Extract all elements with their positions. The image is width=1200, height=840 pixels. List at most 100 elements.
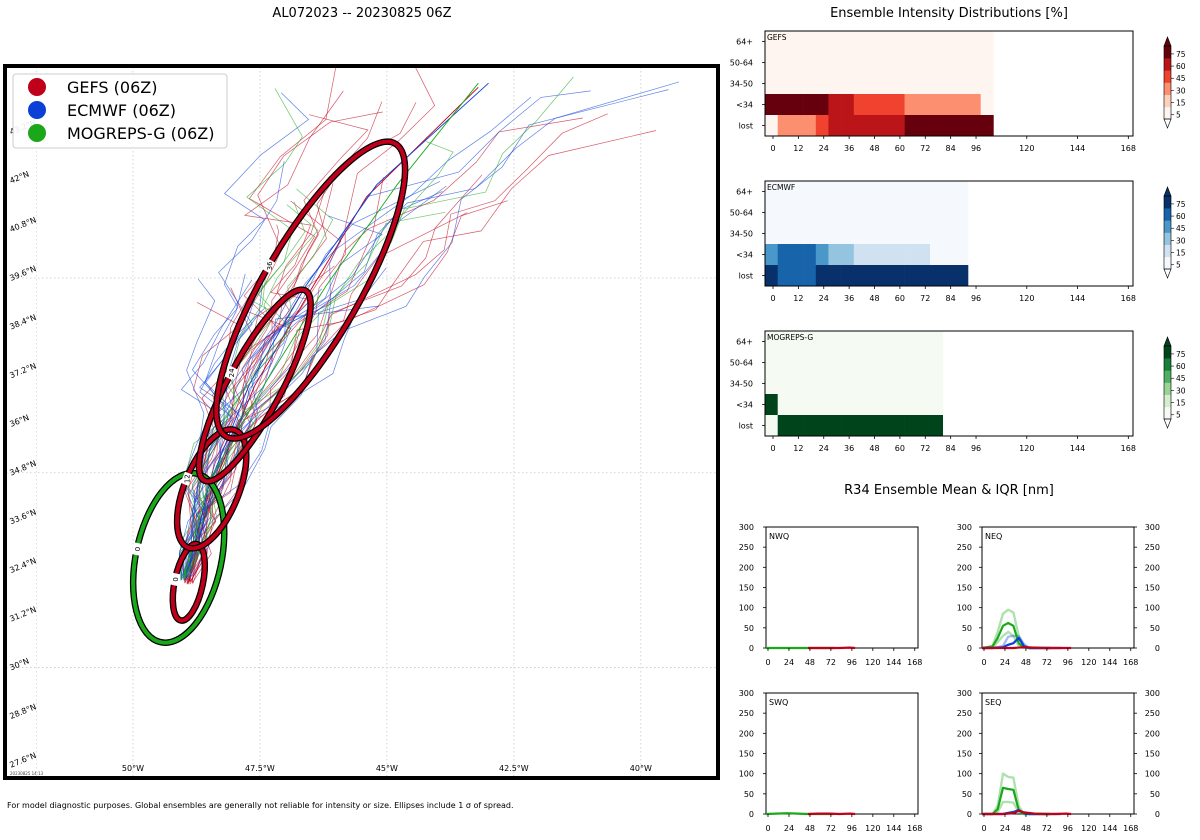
legend-marker-gefs <box>28 78 46 96</box>
x-tick-label: 96 <box>971 444 981 453</box>
x-tick-label: 48 <box>869 294 879 303</box>
heatmap-cell <box>879 94 893 116</box>
y-tick-label: 64+ <box>736 38 753 47</box>
heatmap-cell <box>841 202 855 224</box>
heatmap-cell <box>815 352 829 374</box>
heatmap-cell <box>853 94 867 116</box>
heatmap-cell <box>917 202 931 224</box>
colorbar-segment <box>1164 82 1171 95</box>
heatmap-cell <box>790 331 804 353</box>
x-tick-label: 48 <box>869 444 879 453</box>
heatmap-cell <box>841 352 855 374</box>
heatmap-cell <box>803 202 817 224</box>
heatmap-cell <box>879 73 893 95</box>
mean-track-ecmwf <box>185 82 489 579</box>
ellipse-hour-label: 12 <box>183 474 191 483</box>
y-tick-label: 200 <box>739 729 754 738</box>
colorbar-segment <box>1164 394 1171 408</box>
map-gridlines <box>6 67 717 777</box>
x-tick-label: 72 <box>826 658 836 667</box>
heatmap-cell <box>879 415 893 437</box>
heatmap-cell <box>980 52 994 74</box>
heatmap-cell <box>841 115 855 137</box>
heatmap-cell <box>917 265 931 287</box>
heatmap-cell <box>917 52 931 74</box>
heatmap-cell <box>828 73 842 95</box>
heatmap-cell <box>904 115 918 137</box>
spread-ellipse-gefs: 36 <box>213 138 409 442</box>
y-tick-label: 34-50 <box>730 380 753 389</box>
heatmap-cell <box>891 52 905 74</box>
x-tick-label: 96 <box>971 144 981 153</box>
y-tick-label: 50 <box>744 790 754 799</box>
y-tick-label: 200 <box>1145 563 1160 572</box>
heatmap-cell <box>904 394 918 416</box>
x-tick-label: 96 <box>1063 658 1073 667</box>
heatmap-cell <box>777 244 791 266</box>
map-stamp: 20230825 14:13 <box>10 771 44 776</box>
lon-tick-label: 47.5°W <box>245 764 275 773</box>
heatmap-cell <box>765 331 778 353</box>
legend-marker-mogreps <box>28 124 46 142</box>
heatmap-cell <box>777 115 791 137</box>
x-tick-label: 168 <box>1123 658 1138 667</box>
heatmap-cell <box>803 352 817 374</box>
heatmap-cell <box>955 31 969 53</box>
x-tick-label: 24 <box>819 444 829 453</box>
colorbar-tick-label: 75 <box>1176 50 1186 59</box>
heatmap-cell <box>790 352 804 374</box>
heatmap-cell <box>955 181 969 203</box>
x-tick-label: 96 <box>847 824 857 833</box>
heatmap-cell <box>930 265 943 287</box>
ellipse-label-bg <box>224 365 238 381</box>
colorbar-tick-label: 45 <box>1176 374 1186 383</box>
colorbar-tick-label: 15 <box>1176 399 1186 408</box>
heatmap-cell <box>955 73 969 95</box>
colorbar-reds: 5 15 30 45 60 75 <box>1163 36 1186 129</box>
heatmap-cell <box>942 244 956 266</box>
heatmap-cell <box>942 181 956 203</box>
heatmap-cell <box>904 31 918 53</box>
heatmap-cell <box>866 31 880 53</box>
x-tick-label: 84 <box>946 444 956 453</box>
x-tick-label: 36 <box>844 444 854 453</box>
heatmap-cell <box>790 94 804 116</box>
heatmap-cell <box>866 181 880 203</box>
colorbar-extend-top <box>1163 186 1172 197</box>
heatmap-cell <box>891 415 905 437</box>
heatmap-cell <box>866 244 880 266</box>
ensemble-track-ecmwf <box>183 215 383 578</box>
colorbar-frame <box>1163 195 1172 270</box>
heatmap-cell <box>803 115 817 137</box>
heatmap-cell <box>853 181 867 203</box>
heatmap-cell <box>930 181 943 203</box>
heatmap-cell <box>803 94 817 116</box>
heatmap-cell <box>904 181 918 203</box>
heatmap-cell <box>917 73 931 95</box>
heatmap-cell <box>866 94 880 116</box>
heatmap-cell <box>765 52 778 74</box>
heatmap-cell <box>930 94 943 116</box>
heatmap-cell <box>853 265 867 287</box>
legend-marker-ecmwf <box>28 101 46 119</box>
r34-panel-label: SEQ <box>985 698 1001 707</box>
heatmap-cell <box>904 244 918 266</box>
x-tick-label: 72 <box>1042 658 1052 667</box>
colorbar-tick-label: 60 <box>1176 212 1186 221</box>
r34-frame <box>765 692 919 815</box>
heatmap-cell <box>803 31 817 53</box>
heatmap-cell <box>891 331 905 353</box>
heatmap-cell <box>828 31 842 53</box>
y-tick-label: 50 <box>1150 624 1160 633</box>
heatmap-cell <box>790 415 804 437</box>
heatmap-cell <box>853 202 867 224</box>
map-legend: GEFS (06Z) ECMWF (06Z) MOGREPS-G (06Z) <box>12 73 228 149</box>
heatmap-cell <box>777 415 791 437</box>
colorbar-extend-bottom <box>1163 268 1172 279</box>
heatmap-gefs: GEFS 64+ 50-64 34-50 <34 lost 0 12 24 36 48 60 72 84 9… <box>730 30 1186 153</box>
heatmap-cell <box>803 331 817 353</box>
colorbar-tick-label: 45 <box>1176 224 1186 233</box>
x-tick-label: 168 <box>1121 294 1136 303</box>
x-tick-label: 48 <box>1021 658 1031 667</box>
